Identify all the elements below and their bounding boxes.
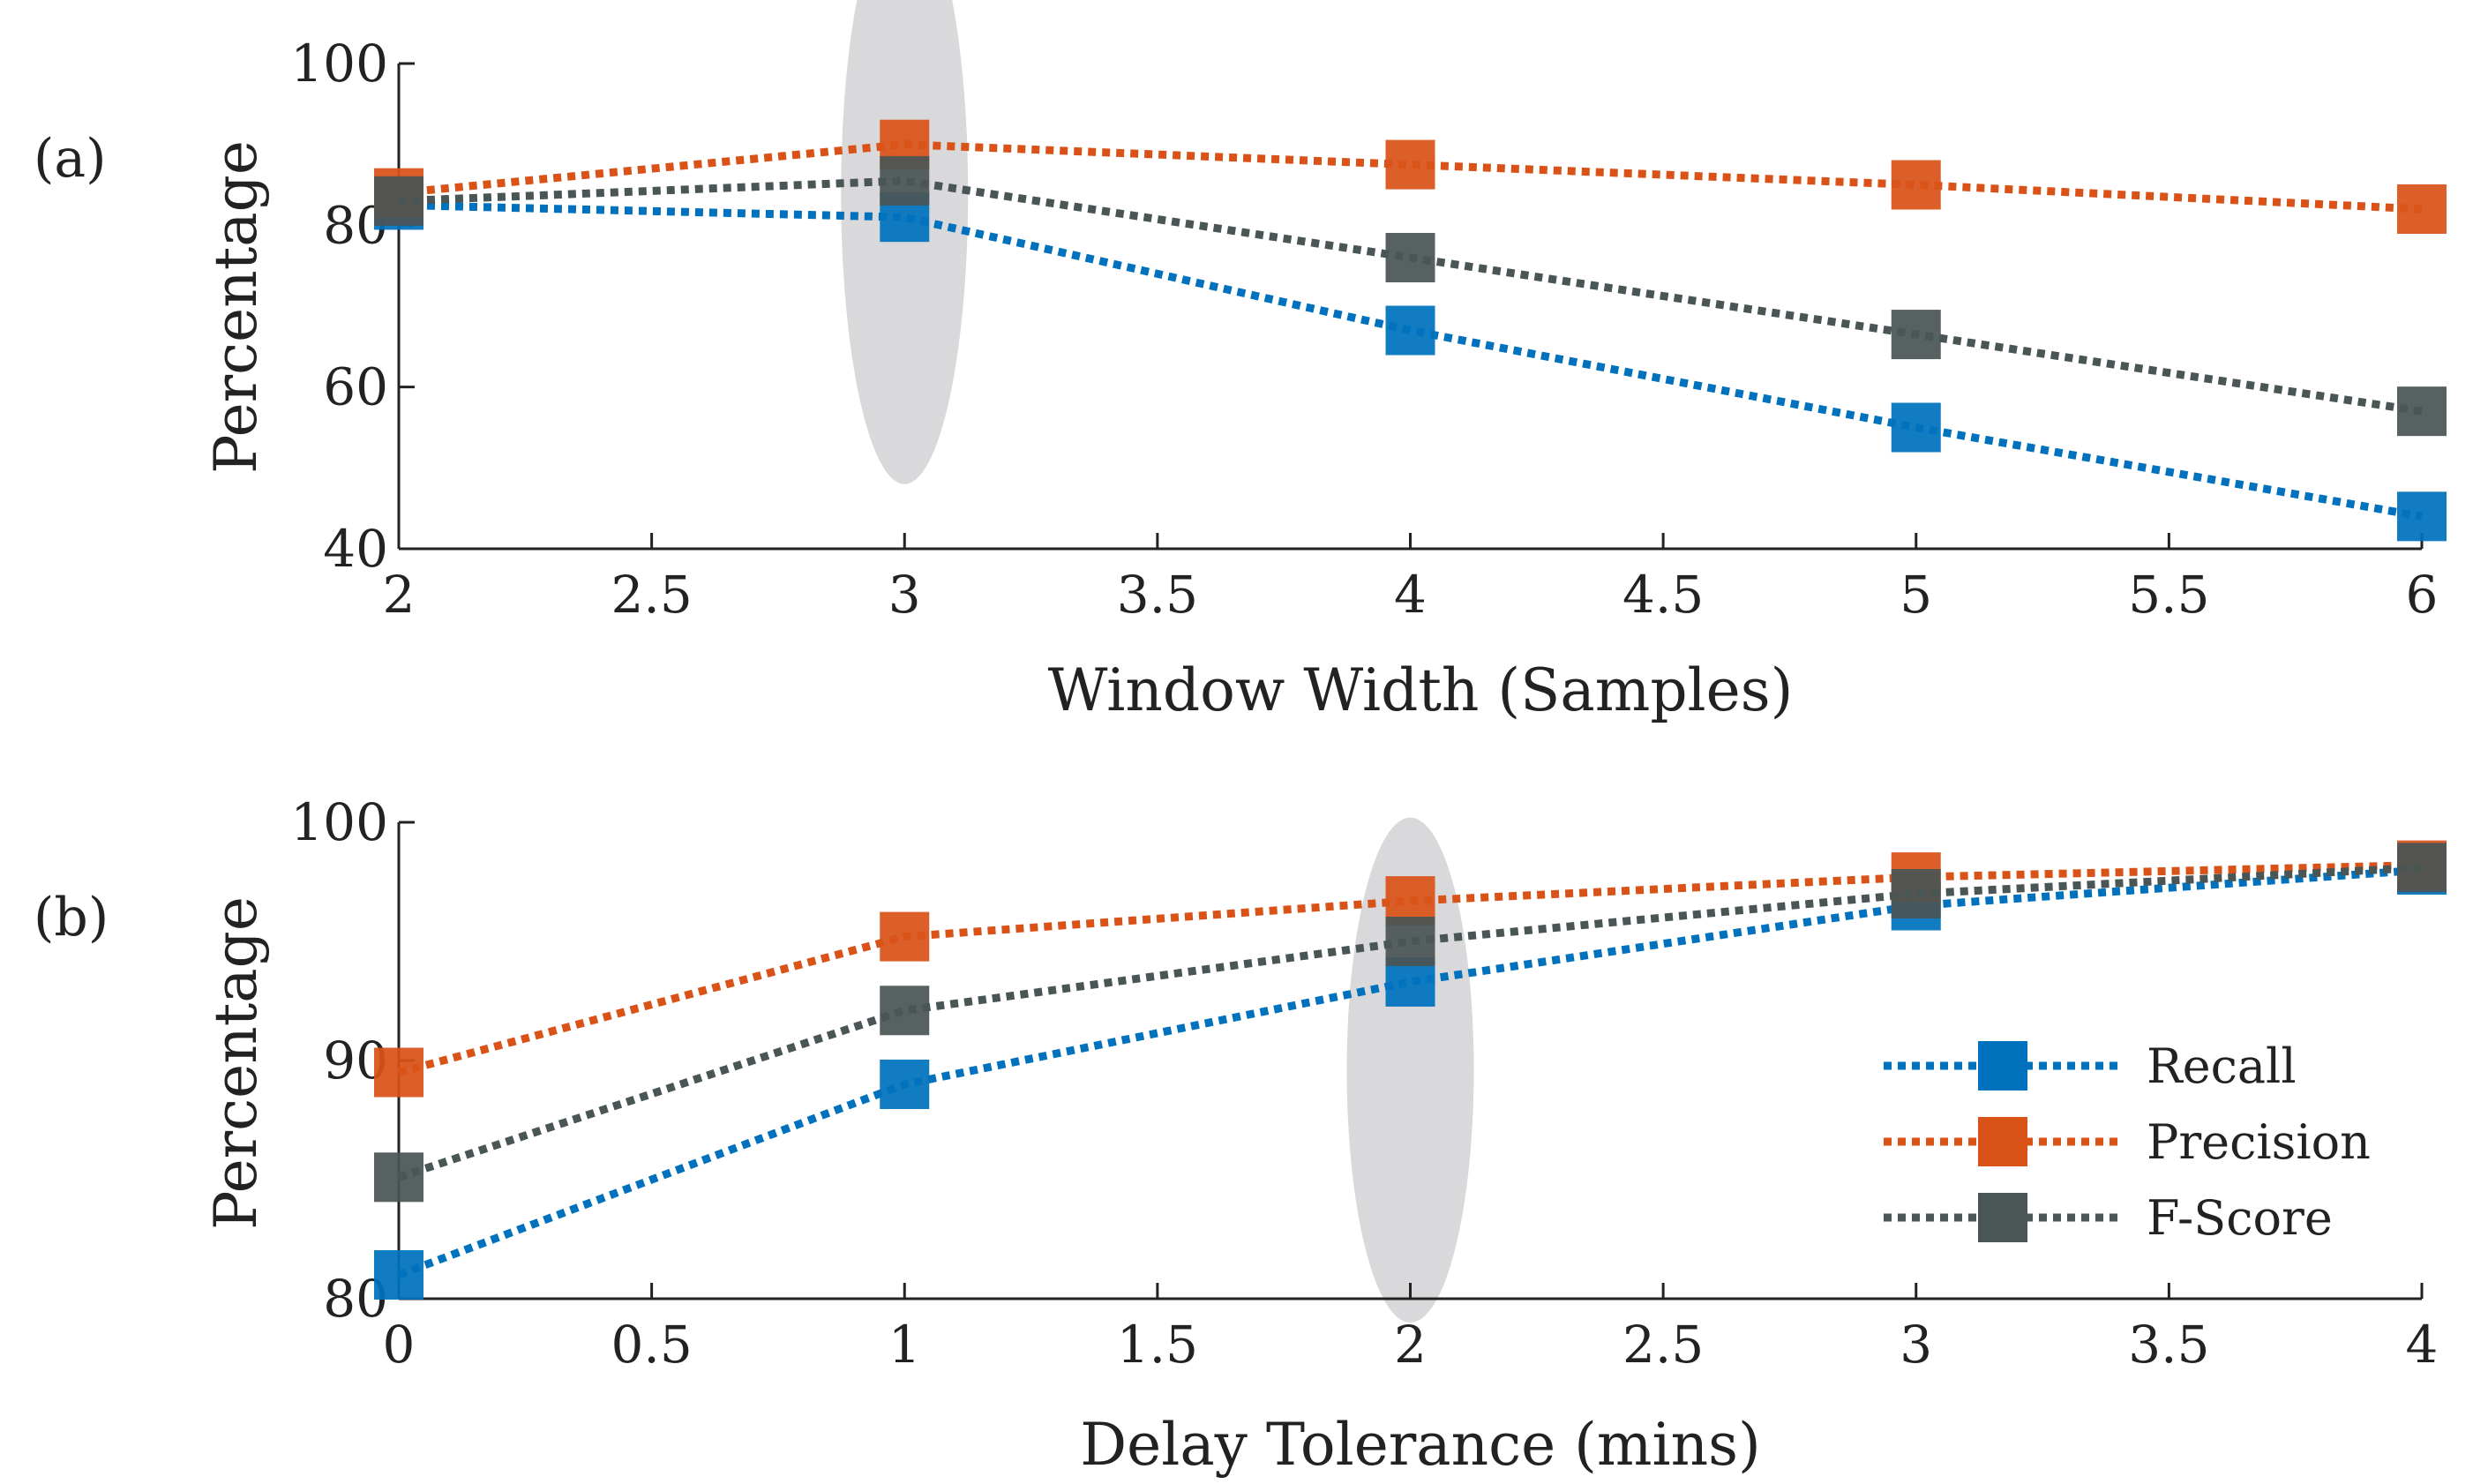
- highlight-ellipse-b: [1346, 817, 1474, 1323]
- data-point-f-score: [880, 986, 930, 1036]
- data-point-f-score: [880, 155, 930, 206]
- x-tick-label: 1.5: [1117, 1315, 1198, 1375]
- legend-swatch-marker-f-score: [1978, 1193, 2027, 1242]
- x-tick-label: 2: [383, 565, 416, 625]
- data-point-precision: [1891, 160, 1941, 210]
- x-ticks-a: 2 2.5 3 3.5 4 4.5 5 5.5 6: [383, 533, 2439, 625]
- data-point-precision: [2397, 184, 2447, 234]
- y-axis-label-b: Percentage: [202, 896, 270, 1230]
- x-tick-label: 6: [2406, 565, 2439, 625]
- x-tick-label: 4.5: [1622, 565, 1704, 625]
- data-point-recall: [374, 1250, 423, 1300]
- data-point-f-score: [374, 1152, 423, 1203]
- data-point-f-score: [1891, 869, 1941, 918]
- legend: Recall Precision F-Score: [1884, 1038, 2371, 1246]
- y-axis-label-a: Percentage: [202, 140, 270, 474]
- x-tick-label: 3: [1900, 1315, 1932, 1375]
- x-axis-label-b: Delay Tolerance (mins): [1080, 1411, 1760, 1479]
- y-tick-label: 100: [290, 34, 388, 94]
- data-point-precision: [374, 1047, 423, 1098]
- data-point-f-score: [1385, 233, 1435, 282]
- data-point-precision: [880, 911, 930, 962]
- legend-swatch-marker-recall: [1978, 1041, 2027, 1091]
- x-tick-label: 4: [1394, 565, 1427, 625]
- data-point-precision: [1385, 139, 1435, 190]
- series-line-recall-b: [397, 866, 2423, 1279]
- data-point-f-score: [374, 176, 423, 226]
- x-ticks-b: 0 0.5 1 1.5 2 2.5 3 3.5 4: [383, 1283, 2439, 1375]
- data-point-recall: [880, 1060, 930, 1109]
- y-tick-label: 60: [323, 357, 388, 417]
- x-tick-label: 5: [1900, 565, 1932, 625]
- series-a: [374, 119, 2447, 542]
- x-tick-label: 3.5: [1117, 565, 1198, 625]
- x-tick-label: 4: [2406, 1315, 2439, 1375]
- legend-label-recall: Recall: [2147, 1038, 2297, 1094]
- panel-label-a: (a): [34, 128, 107, 190]
- data-point-f-score: [2397, 386, 2447, 437]
- legend-label-precision: Precision: [2147, 1114, 2371, 1170]
- data-point-f-score: [2397, 843, 2447, 893]
- x-tick-label: 3: [888, 565, 921, 625]
- x-tick-label: 5.5: [2128, 565, 2209, 625]
- x-axis-label-a: Window Width (Samples): [1048, 656, 1794, 724]
- x-tick-label: 0.5: [611, 1315, 693, 1375]
- series-line-f-score-b: [397, 863, 2423, 1181]
- legend-swatch-marker-precision: [1978, 1117, 2027, 1166]
- data-point-recall: [1891, 402, 1941, 453]
- x-tick-label: 1: [888, 1315, 921, 1375]
- highlight-ellipse-a: [841, 0, 969, 484]
- data-point-recall: [2397, 491, 2447, 542]
- data-point-f-score: [1385, 917, 1435, 966]
- x-tick-label: 0: [383, 1315, 416, 1375]
- x-tick-label: 2.5: [611, 565, 693, 625]
- data-point-f-score: [1891, 310, 1941, 360]
- x-tick-label: 3.5: [2128, 1315, 2209, 1375]
- y-tick-label: 40: [323, 519, 388, 579]
- legend-label-f-score: F-Score: [2147, 1190, 2333, 1246]
- x-tick-label: 2: [1394, 1315, 1427, 1375]
- series-b: [374, 840, 2447, 1300]
- x-tick-label: 2.5: [1622, 1315, 1704, 1375]
- data-point-recall: [1385, 305, 1435, 356]
- panel-label-b: (b): [34, 887, 109, 948]
- y-tick-label: 100: [290, 792, 388, 852]
